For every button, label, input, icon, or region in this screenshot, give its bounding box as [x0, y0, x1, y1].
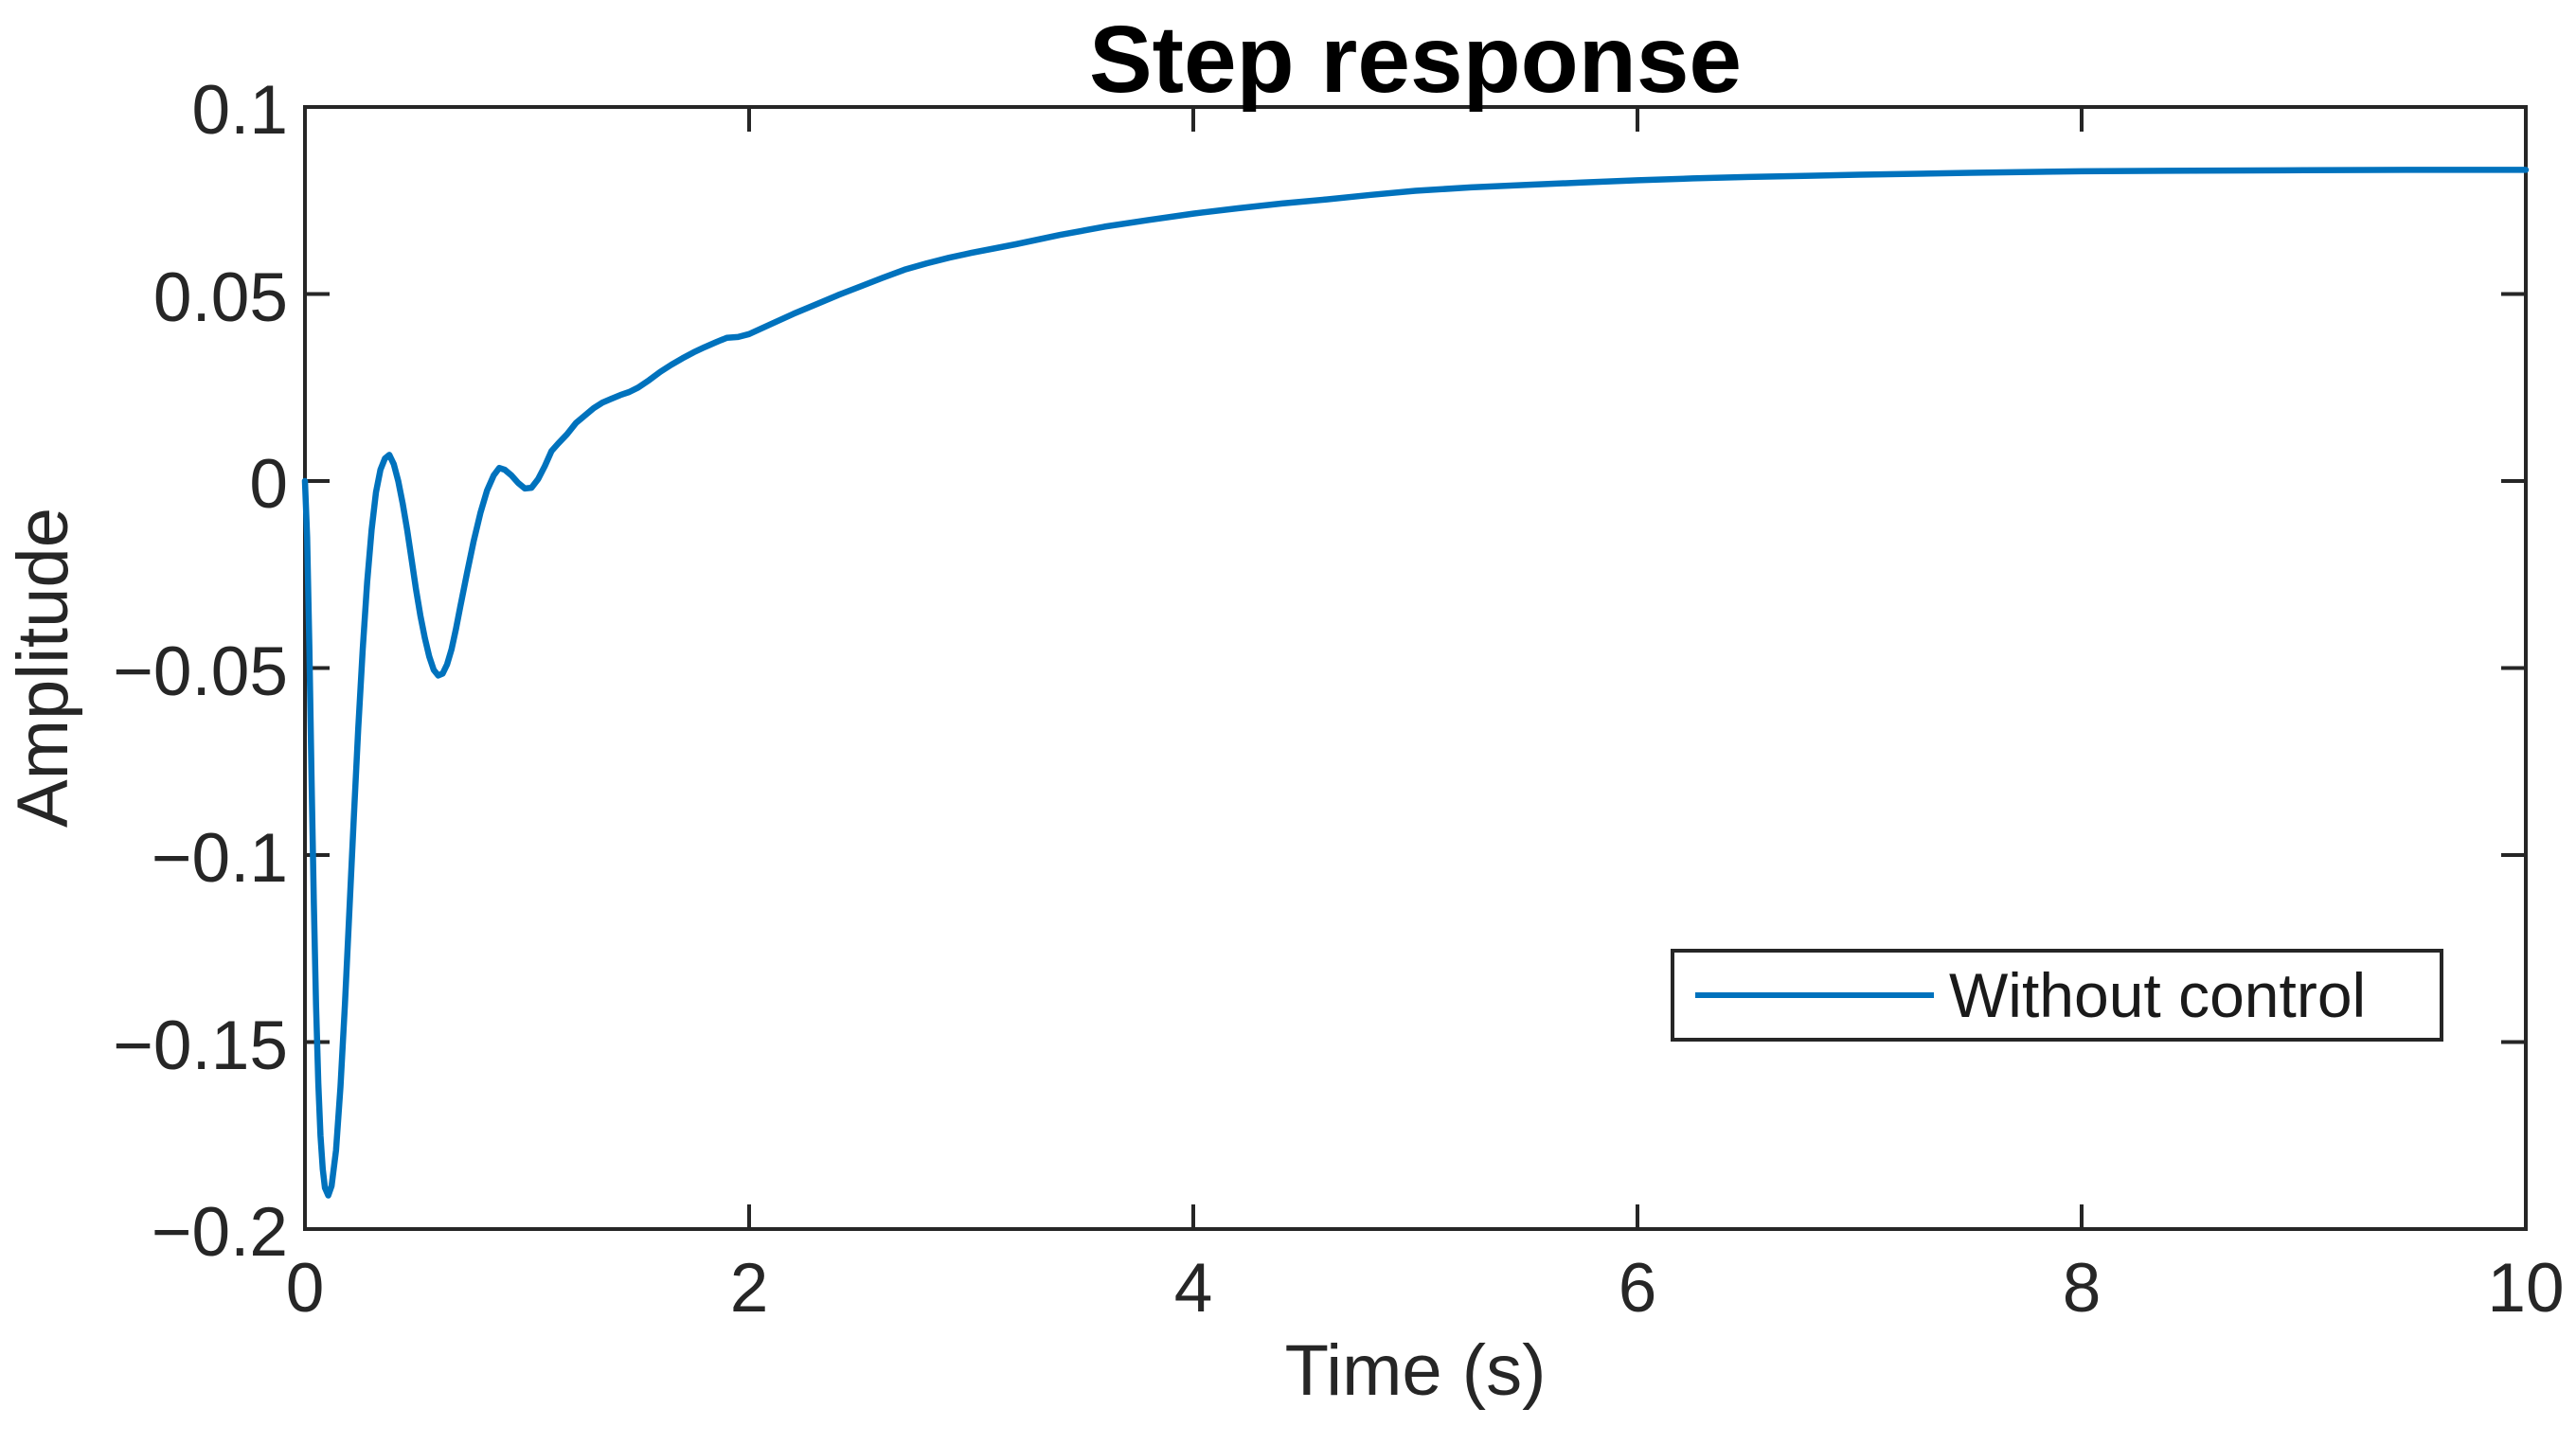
x-tick-label: 2: [729, 1250, 769, 1327]
x-tick-label: 8: [2062, 1250, 2102, 1327]
x-tick-label: 4: [1173, 1250, 1213, 1327]
y-tick-label: 0: [249, 446, 288, 523]
tick-marks: [303, 105, 2528, 1231]
y-tick-label: 0.05: [152, 258, 288, 336]
chart-title: Step response: [1088, 7, 1743, 113]
legend-line-sample: [1695, 992, 1934, 998]
x-axis-label: Time (s): [1284, 1330, 1547, 1411]
legend: Without control: [1671, 949, 2443, 1042]
y-tick-label: −0.15: [113, 1007, 288, 1084]
y-tick-label: −0.05: [113, 633, 288, 710]
legend-entry-label: Without control: [1949, 960, 2367, 1030]
x-tick-label: 0: [285, 1250, 325, 1327]
x-tick-label: 6: [1618, 1250, 1657, 1327]
axes-box: [303, 105, 2528, 1231]
series-line-without-control: [301, 167, 2530, 1199]
y-tick-label: 0.1: [191, 72, 288, 149]
y-tick-label: −0.1: [151, 820, 288, 897]
y-tick-label: −0.2: [151, 1194, 288, 1271]
x-tick-label: 10: [2487, 1250, 2565, 1327]
